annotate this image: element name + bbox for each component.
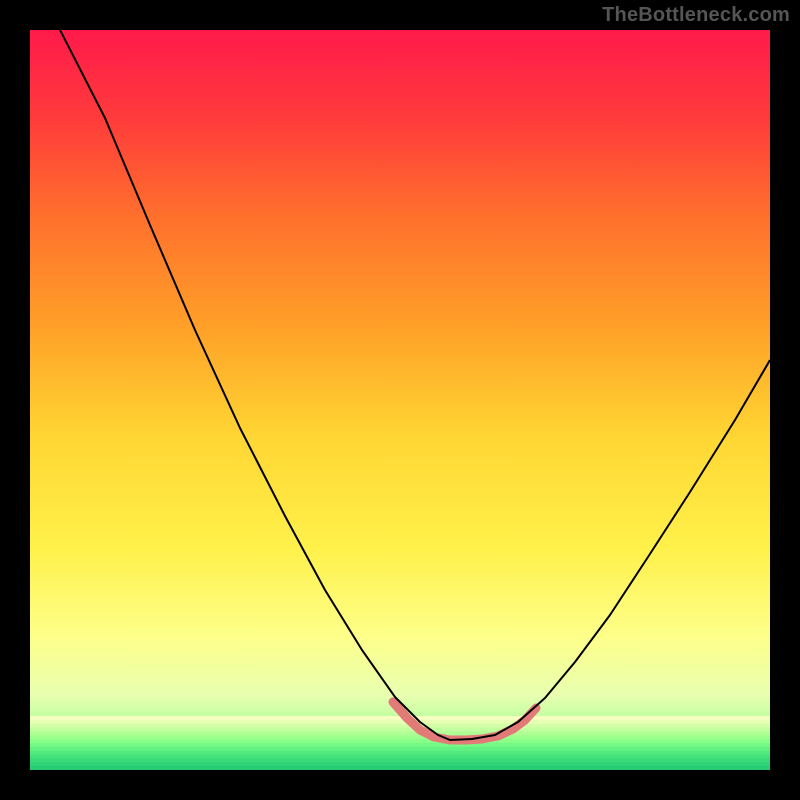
stripe — [30, 751, 770, 755]
stripe — [30, 728, 770, 732]
plot-background — [30, 30, 770, 770]
stripe — [30, 762, 770, 766]
stripe — [30, 724, 770, 728]
watermark-label: TheBottleneck.com — [602, 4, 790, 27]
stripe — [30, 743, 770, 747]
chart-container: TheBottleneck.com — [0, 0, 800, 800]
bottom-stripe-band — [30, 716, 770, 771]
stripe — [30, 735, 770, 739]
stripe — [30, 720, 770, 724]
stripe — [30, 739, 770, 743]
stripe — [30, 766, 770, 770]
bottleneck-chart — [0, 0, 800, 800]
stripe — [30, 731, 770, 735]
stripe — [30, 758, 770, 762]
stripe — [30, 747, 770, 751]
stripe — [30, 755, 770, 759]
